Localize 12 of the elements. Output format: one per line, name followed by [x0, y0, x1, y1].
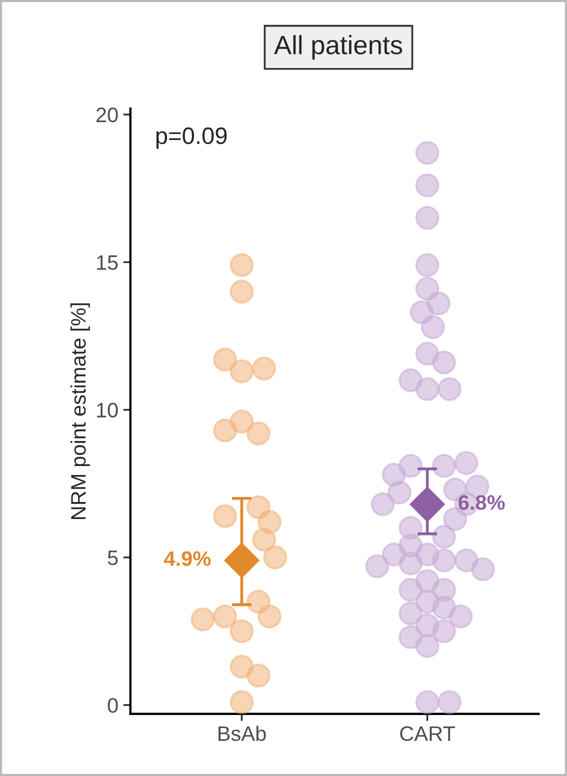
annotation: p=0.09 — [156, 127, 227, 149]
y-tick-label: 15 — [97, 255, 118, 270]
chart-title: All patients — [274, 35, 402, 60]
x-tick-label: CART — [400, 726, 456, 742]
data-label: 4.9% — [164, 551, 211, 566]
y-tick-label: 20 — [96, 108, 118, 122]
x-tick-label: BsAb — [218, 726, 266, 742]
data-label: 6.8% — [458, 495, 505, 510]
y-tick-label: 10 — [97, 402, 118, 418]
y-tick-label: 0 — [108, 698, 118, 713]
y-axis-title: NRM point estimate [%] — [70, 303, 90, 519]
y-tick-label: 5 — [108, 550, 118, 566]
